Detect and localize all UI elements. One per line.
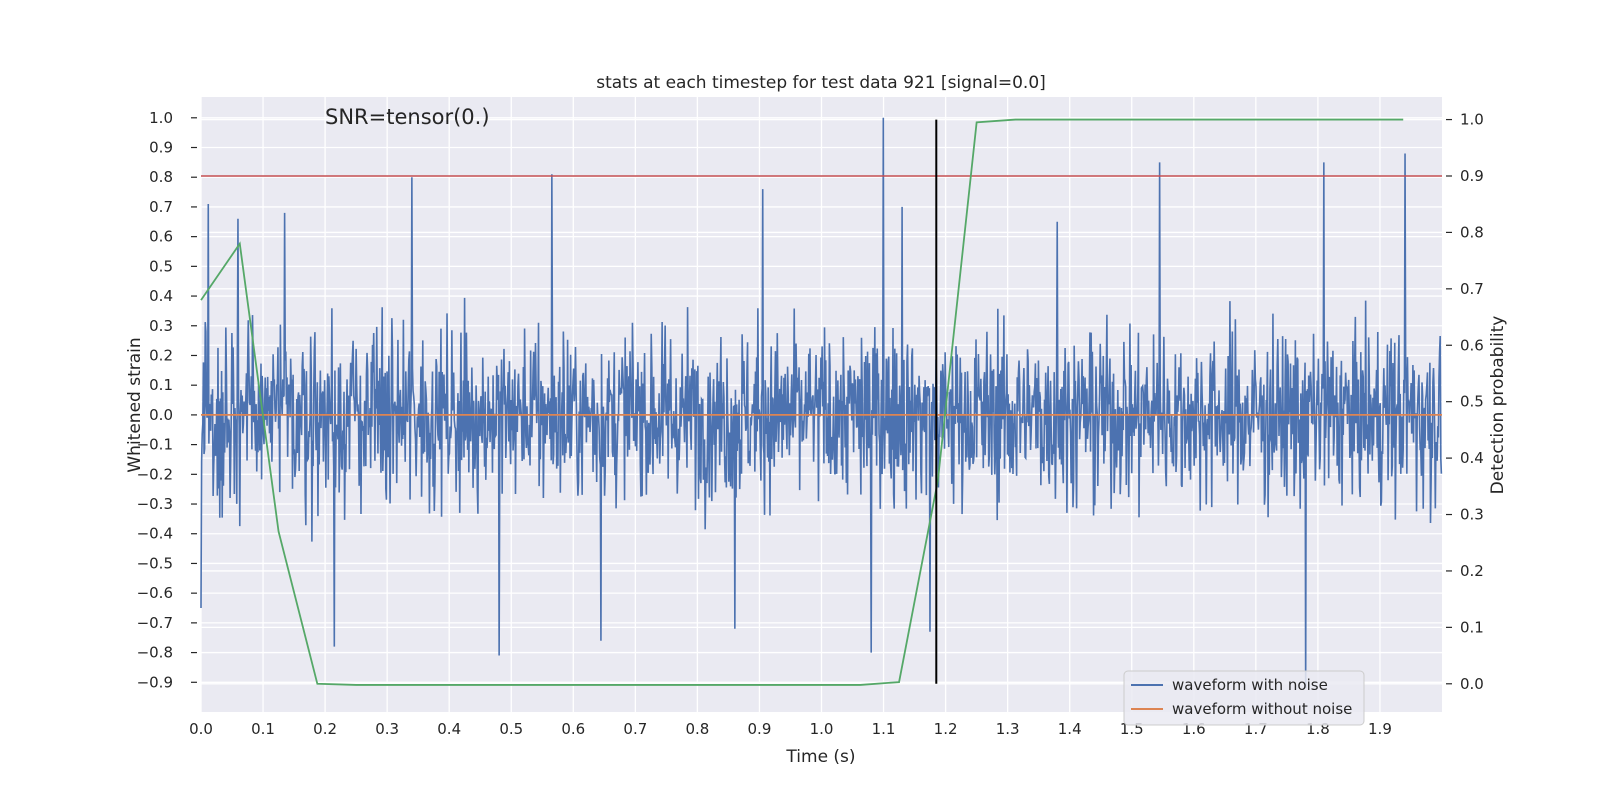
y-left-tick-label: 0.5 bbox=[149, 257, 173, 275]
y-left-tick-label: −0.6 bbox=[137, 584, 173, 602]
x-tick-label: 0.5 bbox=[499, 720, 523, 738]
y-left-tick-label: 0.2 bbox=[149, 346, 173, 364]
x-tick-label: 0.3 bbox=[375, 720, 399, 738]
x-tick-label: 0.6 bbox=[561, 720, 585, 738]
x-axis-label: Time (s) bbox=[785, 747, 855, 767]
legend-label-noise: waveform with noise bbox=[1172, 676, 1328, 694]
y-left-tick-label: 0.8 bbox=[149, 168, 173, 186]
y-right-tick-label: 0.9 bbox=[1460, 167, 1484, 185]
y-left-tick-label: 1.0 bbox=[149, 109, 173, 127]
y-right-tick-label: 1.0 bbox=[1460, 111, 1484, 129]
y-right-tick-label: 0.8 bbox=[1460, 223, 1484, 241]
y-axis-left-label: Whitened strain bbox=[125, 337, 145, 472]
snr-annotation: SNR=tensor(0.) bbox=[325, 105, 490, 129]
y-right-tick-label: 0.1 bbox=[1460, 618, 1484, 636]
y-left-tick-label: −0.4 bbox=[137, 525, 173, 543]
y-right-tick-label: 0.7 bbox=[1460, 280, 1484, 298]
x-tick-label: 0.7 bbox=[623, 720, 647, 738]
x-tick-label: 1.0 bbox=[810, 720, 834, 738]
y-right-tick-label: 0.4 bbox=[1460, 449, 1484, 467]
y-left-tick-label: 0.3 bbox=[149, 317, 173, 335]
x-tick-label: 1.9 bbox=[1368, 720, 1392, 738]
y-left-tick-label: −0.7 bbox=[137, 614, 173, 632]
y-left-tick-label: −0.8 bbox=[137, 644, 173, 662]
x-tick-label: 0.8 bbox=[685, 720, 709, 738]
x-tick-label: 1.1 bbox=[872, 720, 896, 738]
legend-label-clean: waveform without noise bbox=[1172, 700, 1352, 718]
y-left-tick-label: −0.3 bbox=[137, 495, 173, 513]
y-right-tick-label: 0.3 bbox=[1460, 506, 1484, 524]
x-tick-label: 0.2 bbox=[313, 720, 337, 738]
y-left-tick-label: −0.9 bbox=[137, 673, 173, 691]
y-left-tick-label: 0.6 bbox=[149, 228, 173, 246]
x-tick-label: 1.3 bbox=[996, 720, 1020, 738]
x-tick-label: 0.1 bbox=[251, 720, 275, 738]
y-right-tick-label: 0.2 bbox=[1460, 562, 1484, 580]
y-left-tick-label: −0.5 bbox=[137, 554, 173, 572]
y-right-tick-label: 0.0 bbox=[1460, 675, 1484, 693]
x-tick-label: 1.4 bbox=[1058, 720, 1082, 738]
x-tick-label: 0.4 bbox=[437, 720, 461, 738]
y-left-tick-label: 0.9 bbox=[149, 139, 173, 157]
x-tick-label: 0.0 bbox=[189, 720, 213, 738]
chart-title: stats at each timestep for test data 921… bbox=[596, 73, 1046, 93]
y-axis-right-label: Detection probability bbox=[1488, 316, 1508, 495]
legend: waveform with noise waveform without noi… bbox=[1124, 671, 1364, 725]
x-tick-label: 0.9 bbox=[748, 720, 772, 738]
y-right-tick-label: 0.5 bbox=[1460, 393, 1484, 411]
y-left-tick-label: 0.4 bbox=[149, 287, 173, 305]
y-left-tick-label: 0.7 bbox=[149, 198, 173, 216]
x-tick-label: 1.2 bbox=[934, 720, 958, 738]
y-left-tick-label: 0.1 bbox=[149, 376, 173, 394]
y-right-tick-label: 0.6 bbox=[1460, 336, 1484, 354]
y-left-tick-label: 0.0 bbox=[149, 406, 173, 424]
